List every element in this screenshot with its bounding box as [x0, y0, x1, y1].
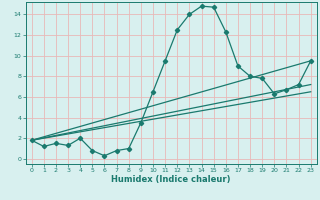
X-axis label: Humidex (Indice chaleur): Humidex (Indice chaleur) — [111, 175, 231, 184]
